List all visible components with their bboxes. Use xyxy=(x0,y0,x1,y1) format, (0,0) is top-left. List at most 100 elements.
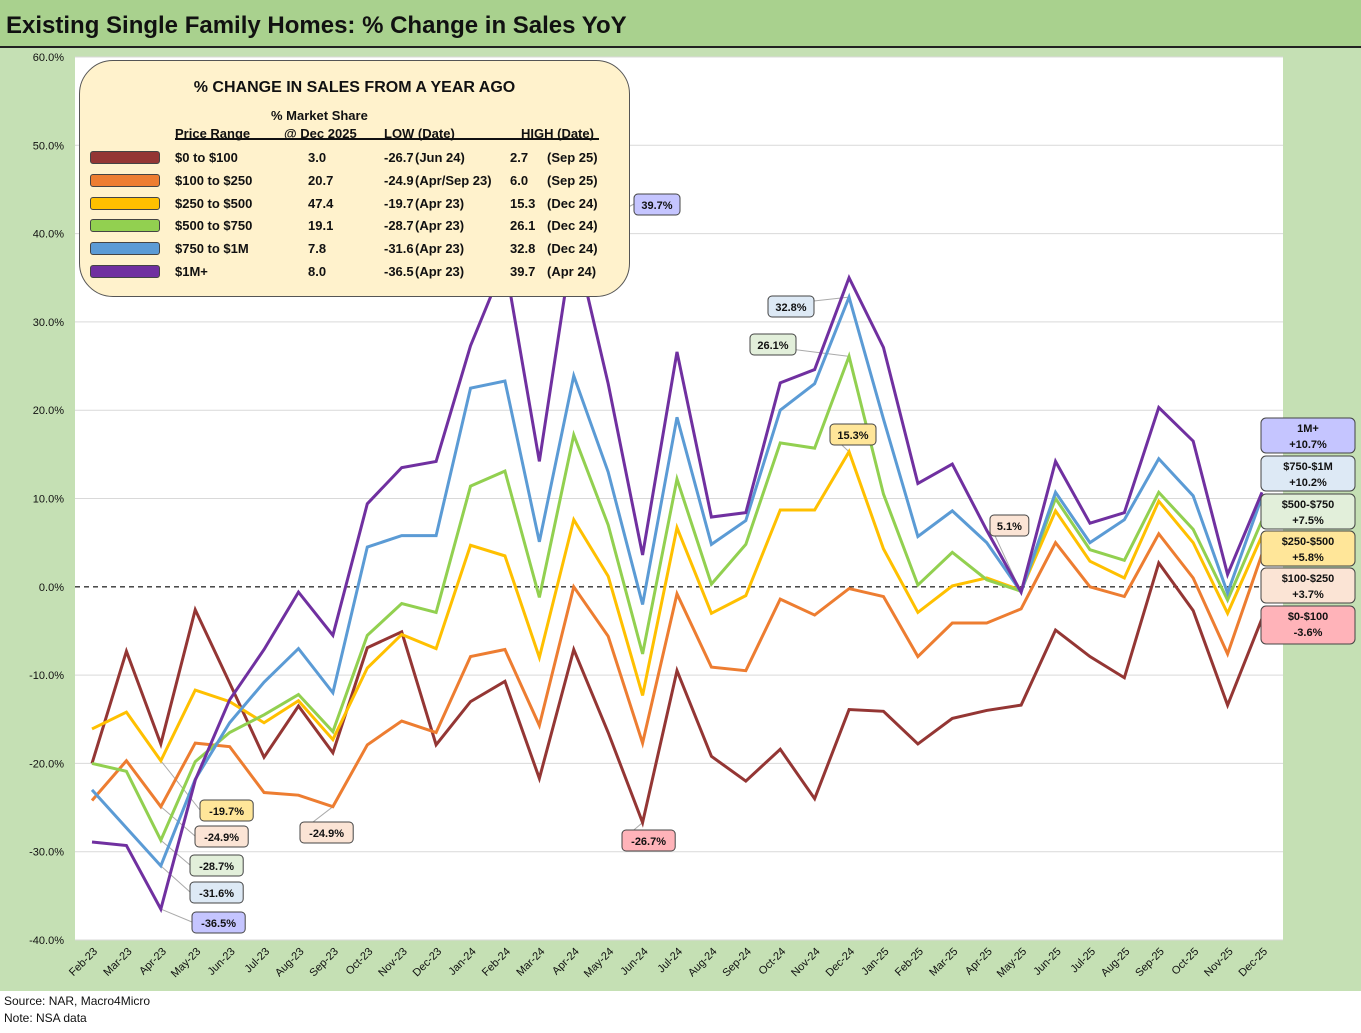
callout-box xyxy=(989,514,1030,537)
x-tick-label: Aug-23 xyxy=(273,946,307,980)
callout-box xyxy=(199,799,254,822)
legend-share: 19.1 xyxy=(308,218,334,233)
callout-label: -26.7% xyxy=(631,836,666,848)
y-tick-label: 40.0% xyxy=(33,229,64,241)
callout-label: 5.1% xyxy=(997,521,1022,533)
x-tick-label: Feb-24 xyxy=(480,946,513,979)
x-tick-label: Dec-23 xyxy=(411,946,445,980)
series-line-2 xyxy=(91,448,1264,764)
legend-low: -28.7 xyxy=(384,218,414,233)
x-tick-label: Oct-23 xyxy=(344,946,376,978)
end-label-box xyxy=(1260,605,1356,645)
legend-range: $0 to $100 xyxy=(175,150,238,165)
callout-box xyxy=(749,333,797,356)
y-tick-label: 10.0% xyxy=(33,494,64,506)
legend-low-date: (Apr 23) xyxy=(415,218,465,233)
y-tick-label: -30.0% xyxy=(29,847,64,859)
x-tick-label: Jan-24 xyxy=(446,946,478,978)
y-tick-label: 60.0% xyxy=(33,52,64,64)
legend-row: $0 to $100 3.0 -26.7 (Jun 24) 2.7 (Sep 2… xyxy=(80,148,629,168)
legend-high: 15.3 xyxy=(510,196,536,211)
end-label-box xyxy=(1260,567,1356,604)
end-label-box xyxy=(1260,530,1356,567)
series-line-1 xyxy=(90,531,1264,810)
legend-low-date: (Jun 24) xyxy=(415,150,465,165)
end-label-name: $0-$100 xyxy=(1288,611,1328,623)
header-price-range: Price Range xyxy=(175,126,251,141)
legend-high-date: (Dec 24) xyxy=(547,241,598,256)
callout-label: -36.5% xyxy=(201,918,236,930)
x-tick-label: May-23 xyxy=(169,946,203,980)
x-tick-label: Nov-23 xyxy=(376,946,410,980)
legend-high: 26.1 xyxy=(510,218,536,233)
y-tick-label: -20.0% xyxy=(29,758,64,770)
header-low: LOW (Date) xyxy=(384,126,455,141)
callout-box xyxy=(189,881,244,904)
legend-low-date: (Apr 23) xyxy=(415,264,465,279)
end-label-value: +10.2% xyxy=(1289,477,1327,489)
legend-high-date: (Sep 25) xyxy=(547,150,598,165)
callout-box xyxy=(767,295,815,318)
callout-box xyxy=(194,825,249,848)
x-tick-label: Mar-23 xyxy=(101,946,134,979)
x-tick-label: Nov-25 xyxy=(1202,946,1236,980)
end-label-value: +5.8% xyxy=(1292,552,1324,564)
source-note: Source: NAR, Macro4Micro xyxy=(4,994,151,1008)
x-tick-label: May-24 xyxy=(582,946,616,980)
legend-share: 8.0 xyxy=(308,264,327,279)
callout-label: 15.3% xyxy=(837,430,868,442)
legend-swatch xyxy=(90,151,160,164)
x-tick-label: Mar-24 xyxy=(514,946,547,979)
legend-high: 6.0 xyxy=(510,173,529,188)
callout-label: -28.7% xyxy=(199,861,234,873)
x-tick-label: Aug-25 xyxy=(1099,946,1133,980)
x-tick-label: Aug-24 xyxy=(686,946,720,980)
legend-low: -24.9 xyxy=(384,173,414,188)
x-tick-label: Oct-25 xyxy=(1169,946,1201,978)
callout-label: -31.6% xyxy=(199,888,234,900)
end-label-box xyxy=(1260,417,1356,454)
legend-high-date: (Dec 24) xyxy=(547,196,598,211)
header-high: HIGH (Date) xyxy=(521,126,594,141)
legend-low-date: (Apr/Sep 23) xyxy=(415,173,492,188)
series-line-0 xyxy=(90,559,1264,828)
callout-box xyxy=(189,854,244,877)
legend-low: -31.6 xyxy=(384,241,414,256)
x-tick-label: Dec-25 xyxy=(1237,946,1271,980)
header-underline xyxy=(175,138,599,140)
end-label-value: +10.7% xyxy=(1289,439,1327,451)
x-tick-label: Apr-23 xyxy=(137,946,169,978)
x-tick-label: Jun-24 xyxy=(618,946,650,978)
x-tick-label: Sep-25 xyxy=(1133,946,1167,980)
callout-label: 32.8% xyxy=(775,302,806,314)
legend-range: $500 to $750 xyxy=(175,218,253,233)
x-tick-label: Sep-24 xyxy=(720,946,754,980)
callout-leader xyxy=(160,865,191,893)
x-tick-label: Apr-25 xyxy=(963,946,995,978)
legend-high: 2.7 xyxy=(510,150,529,165)
callout-label: 26.1% xyxy=(757,340,788,352)
callout-leader xyxy=(160,908,193,923)
legend-low: -36.5 xyxy=(384,264,414,279)
legend-swatch xyxy=(90,197,160,210)
end-label-box xyxy=(1260,455,1356,492)
x-tick-label: Feb-25 xyxy=(893,946,926,979)
legend-range: $1M+ xyxy=(175,264,208,279)
legend-swatch xyxy=(90,219,160,232)
legend-range: $750 to $1M xyxy=(175,241,249,256)
legend-range: $250 to $500 xyxy=(175,196,253,211)
x-tick-label: Jul-23 xyxy=(243,946,273,976)
share-header-top: % Market Share xyxy=(271,108,368,123)
legend-share: 3.0 xyxy=(308,150,327,165)
end-label-value: -3.6% xyxy=(1294,627,1323,639)
legend-table: % CHANGE IN SALES FROM A YEAR AGO % Mark… xyxy=(79,60,630,297)
legend-high-date: (Apr 24) xyxy=(547,264,597,279)
y-tick-label: 20.0% xyxy=(33,405,64,417)
callout-box xyxy=(621,829,676,852)
legend-swatch xyxy=(90,265,160,278)
y-tick-label: 0.0% xyxy=(39,582,64,594)
end-label-name: $100-$250 xyxy=(1282,573,1335,585)
legend-high-date: (Sep 25) xyxy=(547,173,598,188)
x-tick-label: May-25 xyxy=(995,946,1029,980)
legend-swatch xyxy=(90,242,160,255)
